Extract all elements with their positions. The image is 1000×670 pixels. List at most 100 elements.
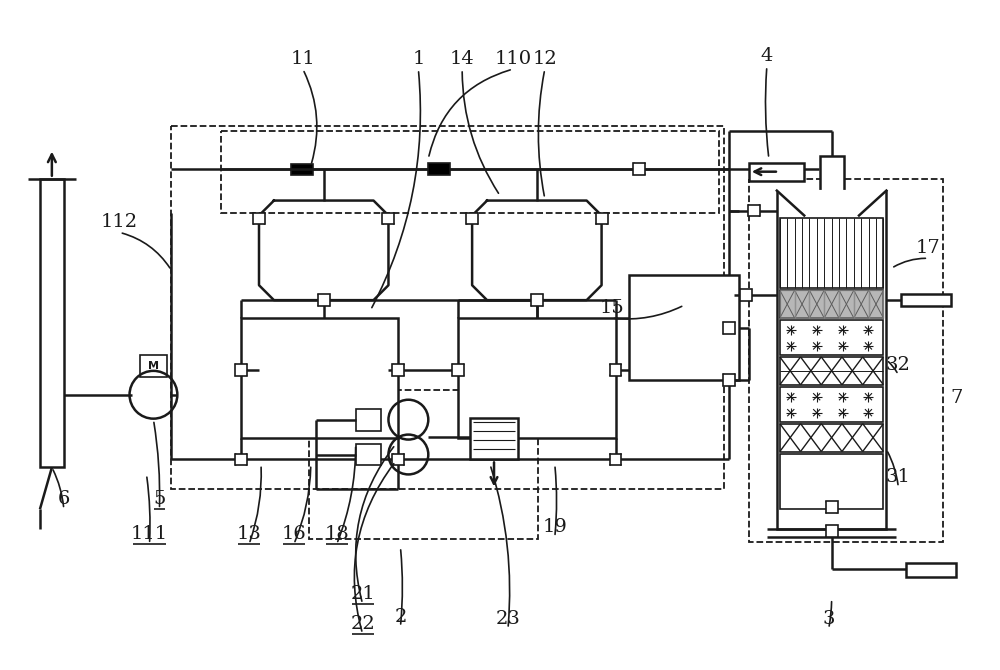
- FancyArrowPatch shape: [888, 362, 897, 373]
- Text: 31: 31: [886, 468, 911, 486]
- Bar: [40, 179, 64, 468]
- Polygon shape: [869, 290, 883, 318]
- FancyArrowPatch shape: [829, 602, 832, 626]
- Bar: [452, 364, 464, 376]
- Bar: [356, 444, 381, 466]
- Text: 17: 17: [916, 239, 941, 257]
- Bar: [291, 163, 313, 175]
- FancyArrowPatch shape: [295, 467, 311, 541]
- Bar: [633, 163, 645, 175]
- Bar: [392, 364, 404, 376]
- Bar: [780, 218, 883, 288]
- Bar: [382, 212, 394, 224]
- Polygon shape: [777, 190, 886, 216]
- Bar: [826, 525, 838, 537]
- Bar: [629, 275, 739, 380]
- Bar: [820, 155, 844, 190]
- Polygon shape: [824, 290, 839, 318]
- Polygon shape: [854, 290, 869, 318]
- Text: 14: 14: [450, 50, 475, 68]
- Bar: [610, 454, 621, 466]
- FancyArrowPatch shape: [429, 70, 510, 156]
- FancyArrowPatch shape: [147, 477, 150, 541]
- Bar: [531, 294, 543, 306]
- Text: 18: 18: [324, 525, 349, 543]
- Bar: [780, 387, 883, 421]
- FancyArrowPatch shape: [538, 72, 544, 196]
- Text: 21: 21: [350, 585, 375, 603]
- Bar: [596, 212, 608, 224]
- Bar: [458, 318, 616, 438]
- Bar: [780, 454, 883, 509]
- Bar: [171, 126, 724, 489]
- FancyArrowPatch shape: [765, 69, 769, 156]
- Polygon shape: [780, 290, 795, 318]
- Bar: [235, 364, 247, 376]
- FancyArrowPatch shape: [356, 447, 394, 601]
- FancyArrowPatch shape: [372, 72, 420, 308]
- Bar: [749, 179, 943, 542]
- FancyArrowPatch shape: [250, 467, 261, 541]
- Text: 112: 112: [101, 214, 138, 231]
- Text: 4: 4: [761, 47, 773, 65]
- Text: 11: 11: [290, 50, 315, 68]
- Bar: [253, 212, 265, 224]
- FancyArrowPatch shape: [338, 448, 356, 541]
- Bar: [466, 212, 478, 224]
- Bar: [241, 318, 398, 438]
- Bar: [780, 290, 883, 318]
- Bar: [906, 563, 956, 577]
- Bar: [470, 417, 518, 460]
- Bar: [780, 357, 883, 385]
- Bar: [318, 294, 330, 306]
- FancyArrowPatch shape: [614, 306, 682, 319]
- Text: 22: 22: [350, 615, 375, 632]
- Bar: [826, 501, 838, 513]
- Polygon shape: [839, 290, 854, 318]
- FancyArrowPatch shape: [122, 233, 170, 268]
- Bar: [309, 390, 538, 539]
- FancyArrowPatch shape: [401, 550, 402, 624]
- FancyArrowPatch shape: [462, 72, 498, 193]
- FancyArrowPatch shape: [304, 72, 317, 163]
- Text: 15: 15: [599, 299, 624, 317]
- FancyArrowPatch shape: [555, 467, 557, 535]
- Bar: [610, 364, 621, 376]
- Bar: [235, 454, 247, 466]
- Bar: [901, 294, 951, 306]
- Bar: [392, 454, 404, 466]
- Bar: [356, 409, 381, 431]
- Bar: [428, 163, 450, 175]
- Bar: [777, 190, 886, 529]
- Bar: [140, 355, 167, 377]
- Bar: [740, 289, 752, 301]
- FancyArrowPatch shape: [53, 470, 64, 507]
- Text: 32: 32: [886, 356, 911, 374]
- Text: 5: 5: [153, 490, 166, 509]
- Polygon shape: [809, 290, 824, 318]
- FancyArrowPatch shape: [894, 259, 925, 267]
- Text: 111: 111: [131, 525, 168, 543]
- Bar: [221, 131, 719, 212]
- Text: 1: 1: [412, 50, 425, 68]
- Bar: [780, 320, 883, 355]
- Polygon shape: [795, 290, 809, 318]
- Bar: [723, 322, 735, 334]
- Text: 7: 7: [950, 389, 962, 407]
- Text: M: M: [148, 361, 159, 371]
- FancyArrowPatch shape: [491, 467, 510, 626]
- FancyArrowPatch shape: [154, 422, 160, 507]
- Bar: [780, 423, 883, 452]
- Bar: [723, 374, 735, 386]
- Text: 19: 19: [542, 518, 567, 536]
- Text: 16: 16: [281, 525, 306, 543]
- Bar: [749, 163, 804, 181]
- Text: 12: 12: [532, 50, 557, 68]
- FancyArrowPatch shape: [354, 464, 394, 631]
- Text: 110: 110: [494, 50, 532, 68]
- FancyArrowPatch shape: [888, 452, 898, 484]
- Text: 13: 13: [237, 525, 261, 543]
- Text: 2: 2: [394, 608, 407, 626]
- Bar: [748, 204, 760, 216]
- Text: 3: 3: [822, 610, 835, 628]
